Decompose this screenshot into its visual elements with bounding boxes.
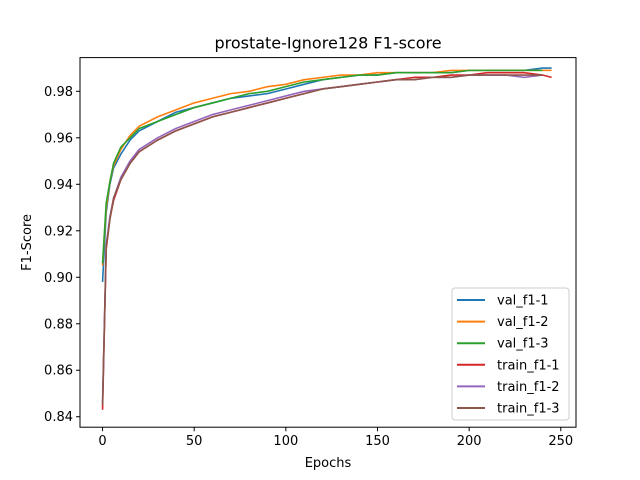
y-axis: 0.84 0.86 0.88 0.90 0.92 0.94 0.96 0.98: [44, 85, 80, 425]
x-tick-label: 150: [365, 434, 390, 449]
x-tick-label: 0: [98, 434, 106, 449]
y-tick-label: 0.94: [44, 178, 73, 193]
y-tick-label: 0.98: [44, 85, 73, 100]
x-tick-label: 100: [273, 434, 298, 449]
series-line-train_f1-3: [101, 74, 543, 406]
legend-label-val_f1-2: val_f1-2: [497, 315, 549, 330]
y-axis-label: F1-Score: [20, 214, 35, 271]
y-tick-label: 0.92: [44, 224, 73, 239]
legend-label-val_f1-1: val_f1-1: [497, 294, 549, 309]
legend-label-train_f1-2: train_f1-2: [497, 380, 560, 395]
legend-label-train_f1-1: train_f1-1: [497, 358, 560, 373]
series-line-val_f1-3: [101, 69, 543, 264]
legend-label-train_f1-3: train_f1-3: [497, 402, 560, 417]
y-tick-label: 0.96: [44, 131, 73, 146]
x-tick-label: 200: [457, 434, 482, 449]
y-tick-label: 0.90: [44, 271, 73, 286]
axes-frame: [79, 57, 577, 428]
y-tick-label: 0.86: [44, 364, 73, 379]
chart-title: prostate-Ignore128 F1-score: [214, 34, 441, 53]
x-tick-label: 250: [548, 434, 573, 449]
y-tick-label: 0.84: [44, 410, 73, 425]
plot-area: [101, 67, 552, 410]
x-axis-label: Epochs: [305, 456, 352, 471]
y-tick-label: 0.88: [44, 317, 73, 332]
x-axis: 0 50 100 150 200 250: [98, 427, 573, 449]
legend-label-val_f1-3: val_f1-3: [497, 337, 549, 352]
x-tick-label: 50: [186, 434, 203, 449]
legend: val_f1-1 val_f1-2 val_f1-3 train_f1-1 train_…: [451, 287, 570, 421]
